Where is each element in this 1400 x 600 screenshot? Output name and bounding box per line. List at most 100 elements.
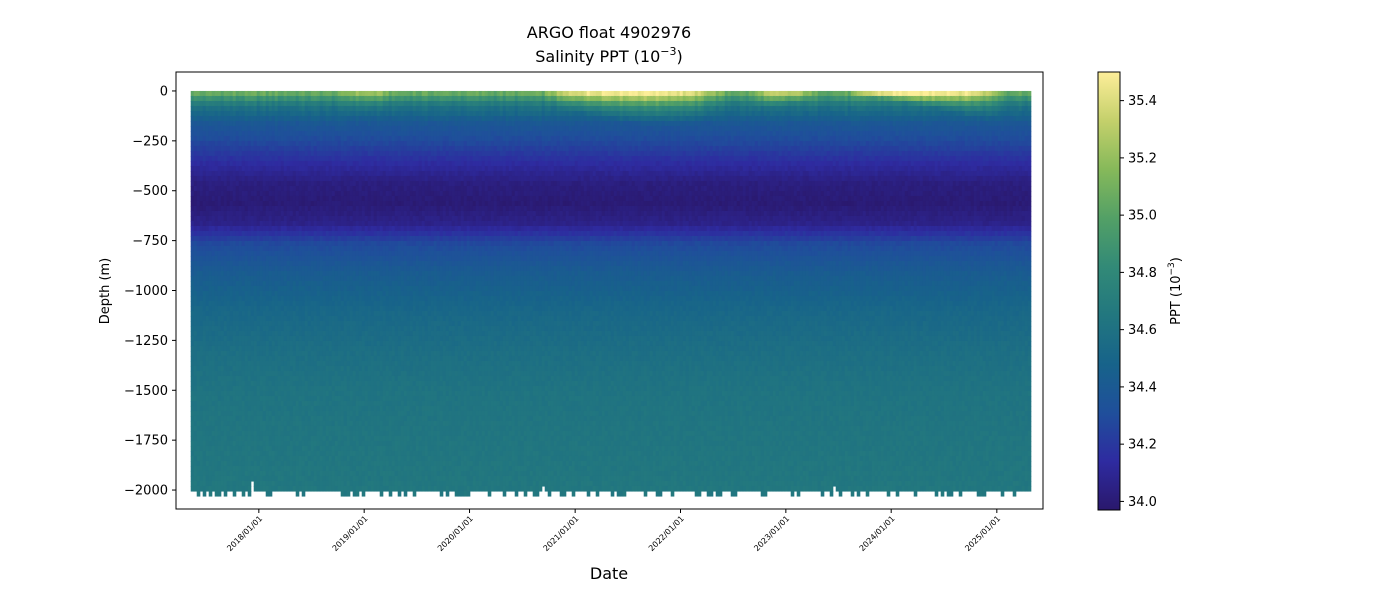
heatmap-cell	[196, 230, 201, 237]
heatmap-cell	[214, 305, 219, 312]
heatmap-cell	[199, 460, 204, 467]
heatmap-cell	[202, 300, 207, 307]
heatmap-cell	[202, 250, 207, 257]
heatmap-cell	[190, 245, 195, 252]
heatmap-cell	[193, 265, 198, 272]
heatmap-cell	[199, 310, 204, 317]
heatmap-cell	[202, 285, 207, 292]
heatmap-cell	[190, 235, 195, 242]
heatmap-cell	[220, 315, 225, 322]
heatmap-cell	[214, 235, 219, 242]
heatmap-cell	[196, 155, 201, 162]
heatmap-cell	[190, 425, 195, 432]
heatmap-cell	[214, 325, 219, 332]
heatmap-cell	[196, 410, 201, 417]
heatmap-cell	[217, 450, 222, 457]
heatmap-cell	[214, 320, 219, 327]
heatmap-cell	[199, 420, 204, 427]
heatmap-cell	[220, 395, 225, 402]
heatmap-cell	[202, 485, 207, 492]
heatmap-cell	[214, 460, 219, 467]
heatmap-cell	[217, 160, 222, 167]
heatmap-cell	[214, 260, 219, 267]
heatmap-cell	[208, 335, 213, 342]
heatmap-cell	[208, 120, 213, 127]
heatmap-cell	[199, 275, 204, 282]
heatmap-cell	[220, 235, 225, 242]
heatmap-cell	[208, 275, 213, 282]
heatmap-cell	[214, 175, 219, 182]
heatmap-cell	[208, 100, 213, 107]
heatmap-cell	[205, 380, 210, 387]
heatmap-cell	[211, 415, 216, 422]
heatmap-cell	[199, 390, 204, 397]
heatmap-cell	[214, 180, 219, 187]
heatmap-cell	[196, 185, 201, 192]
heatmap-cell	[220, 215, 225, 222]
heatmap-cell	[220, 425, 225, 432]
heatmap-cell	[217, 145, 222, 152]
heatmap-cell	[202, 325, 207, 332]
heatmap-cell	[193, 435, 198, 442]
heatmap-cell	[196, 280, 201, 287]
heatmap-cell	[220, 170, 225, 177]
heatmap-cell	[202, 440, 207, 447]
heatmap-cell	[208, 150, 213, 157]
heatmap-cell	[202, 220, 207, 227]
heatmap-cell	[193, 225, 198, 232]
heatmap-cell	[205, 350, 210, 357]
heatmap-cell	[193, 190, 198, 197]
heatmap-cell	[193, 230, 198, 237]
heatmap-cell	[196, 225, 201, 232]
heatmap-cell	[214, 225, 219, 232]
heatmap-cell	[208, 135, 213, 142]
heatmap-column	[193, 90, 198, 492]
heatmap-cell	[205, 375, 210, 382]
heatmap-cell	[190, 105, 195, 112]
heatmap-cell	[190, 220, 195, 227]
heatmap-column	[190, 90, 195, 492]
heatmap-cell	[193, 310, 198, 317]
heatmap-cell	[190, 230, 195, 237]
heatmap-cell	[196, 380, 201, 387]
heatmap-cell	[211, 300, 216, 307]
heatmap-cell	[199, 450, 204, 457]
heatmap-cell	[217, 345, 222, 352]
heatmap-cell	[208, 365, 213, 372]
heatmap-cell	[193, 125, 198, 132]
heatmap-cell	[205, 390, 210, 397]
heatmap-cell	[214, 150, 219, 157]
heatmap-cell	[202, 155, 207, 162]
heatmap-cell	[223, 95, 228, 102]
heatmap-cell	[217, 395, 222, 402]
heatmap-cell	[190, 315, 195, 322]
heatmap-cell	[220, 300, 225, 307]
heatmap-cell	[202, 480, 207, 487]
heatmap-cell	[196, 405, 201, 412]
heatmap-cell	[199, 100, 204, 107]
heatmap-cell	[220, 260, 225, 267]
heatmap-cell	[196, 290, 201, 297]
heatmap-cell	[205, 410, 210, 417]
heatmap-cell	[220, 180, 225, 187]
heatmap-cell	[211, 110, 216, 117]
heatmap-cell	[190, 135, 195, 142]
heatmap-cell	[223, 190, 228, 197]
heatmap-cell	[208, 455, 213, 462]
heatmap-cell	[193, 110, 198, 117]
heatmap-cell	[205, 210, 210, 217]
heatmap-cell	[220, 370, 225, 377]
heatmap-cell	[208, 140, 213, 147]
heatmap-cell	[220, 470, 225, 477]
heatmap-cell	[208, 295, 213, 302]
heatmap-cell	[214, 380, 219, 387]
heatmap-column	[205, 90, 210, 492]
heatmap-cell	[205, 125, 210, 132]
heatmap-cell	[211, 255, 216, 262]
heatmap-cell	[199, 290, 204, 297]
heatmap-cell	[217, 155, 222, 162]
heatmap-cell	[208, 435, 213, 442]
heatmap-cell	[214, 425, 219, 432]
heatmap-cell	[220, 375, 225, 382]
heatmap-cell	[193, 485, 198, 492]
